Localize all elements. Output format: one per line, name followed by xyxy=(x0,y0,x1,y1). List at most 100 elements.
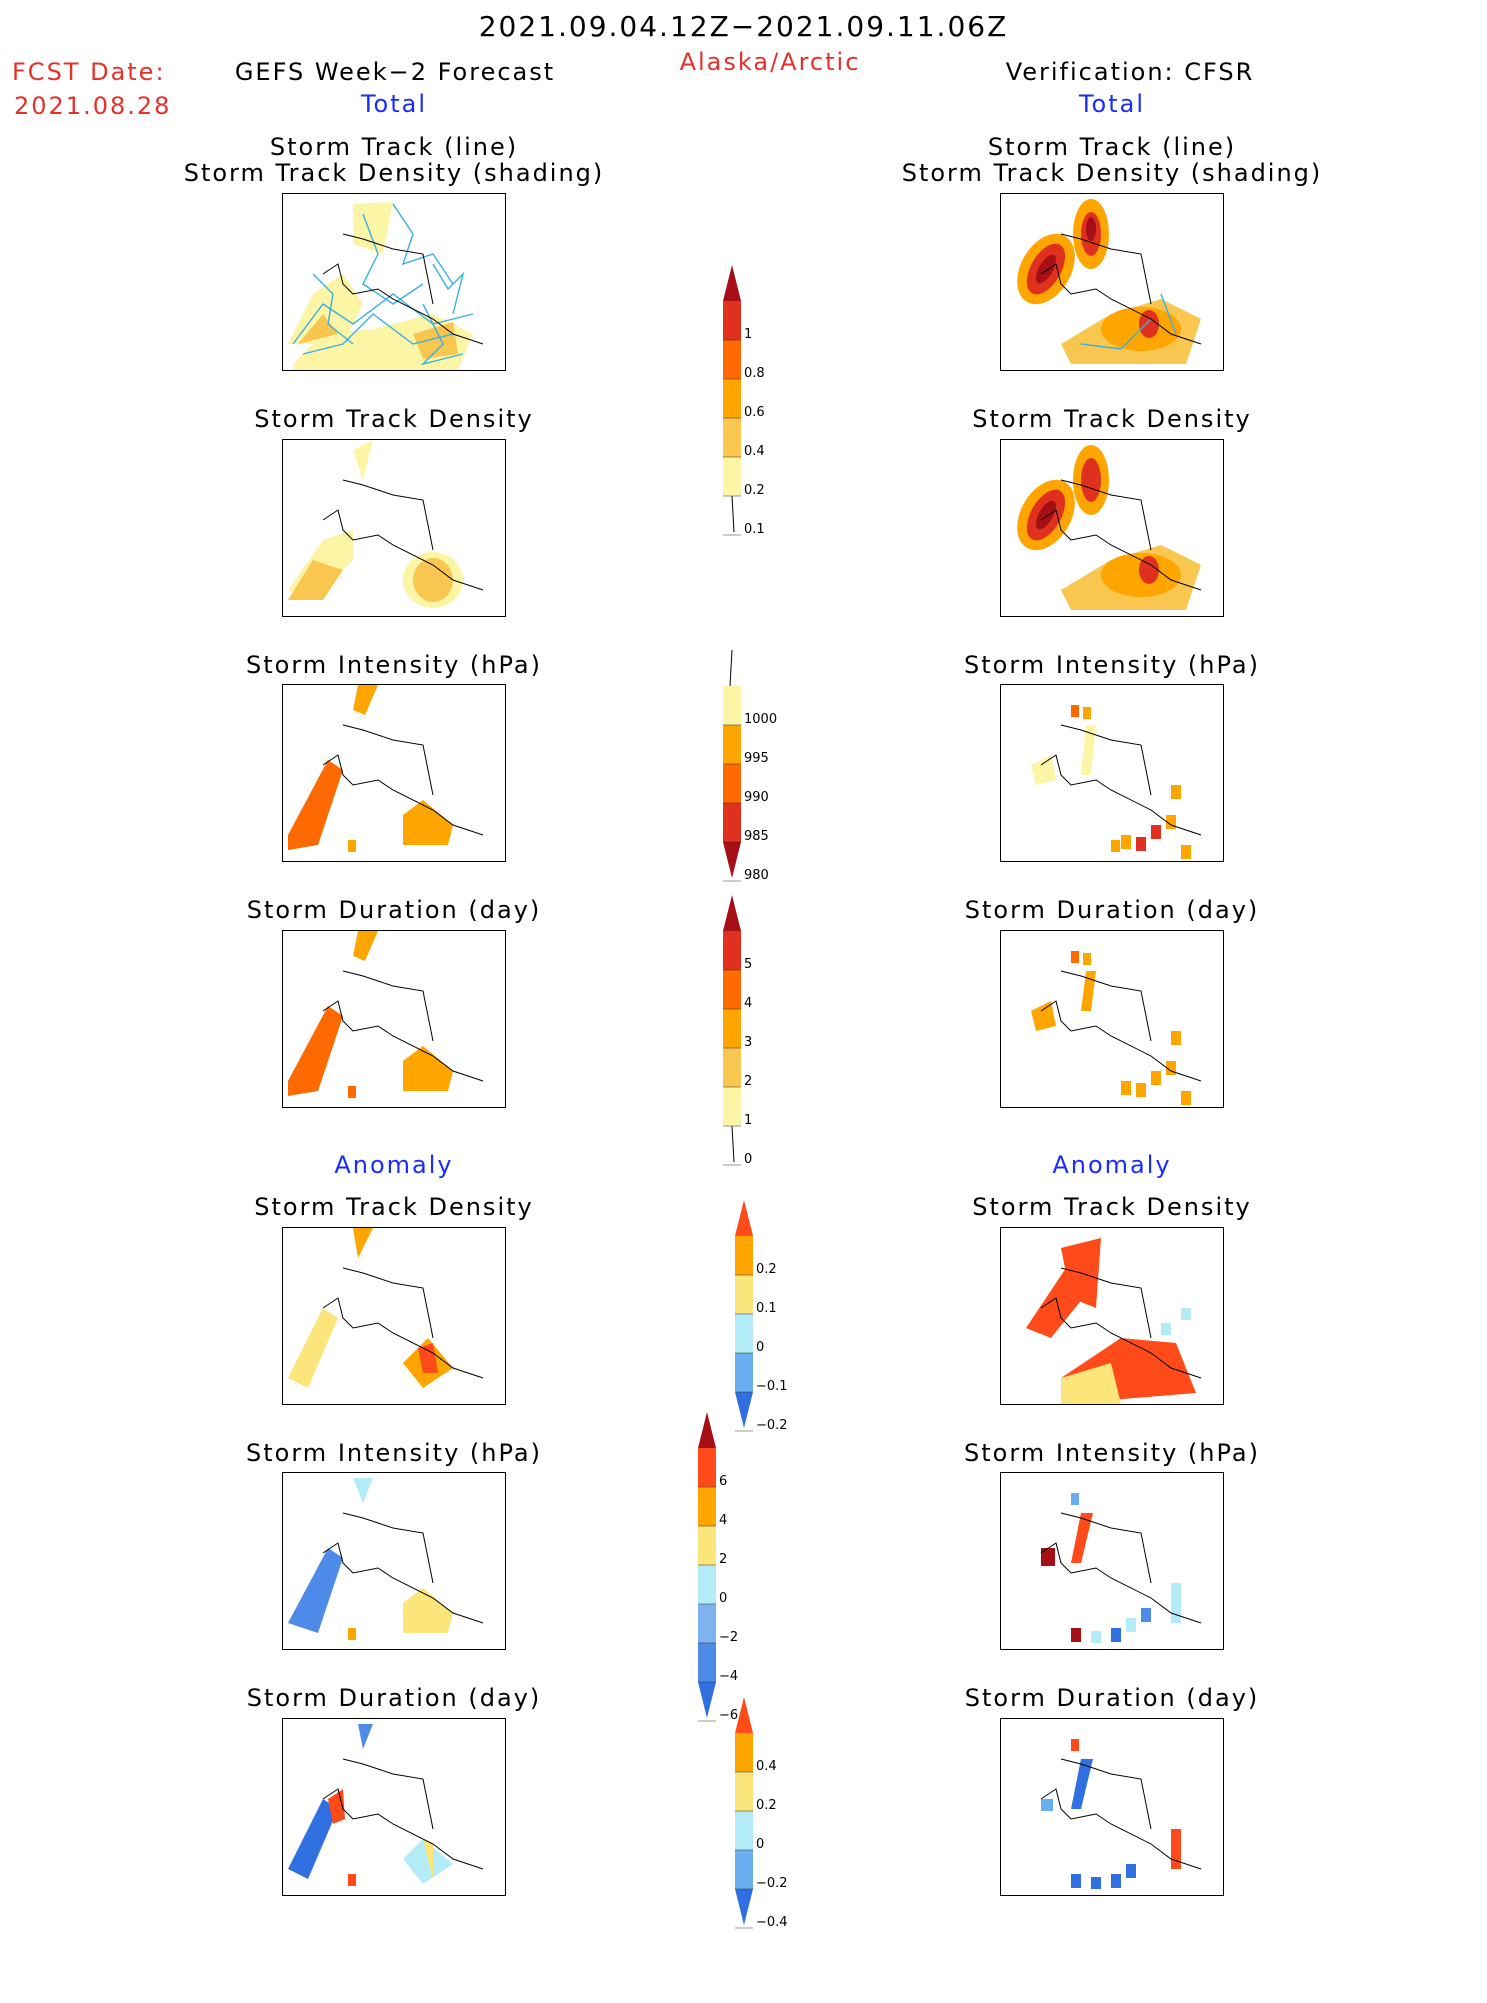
colorbar-label: 0.1 xyxy=(744,522,765,537)
colorbar-swatch xyxy=(735,1275,753,1314)
colorbar-label: 0 xyxy=(744,1152,752,1167)
colorbar-label: 0.2 xyxy=(744,483,765,498)
colorbar-label: 4 xyxy=(719,1513,727,1528)
valid-period: 2021.09.04.12Z−2021.09.11.06Z xyxy=(478,10,1009,43)
colorbar-intensity-total: 1000 995 990 985 980 xyxy=(723,649,803,917)
colorbar-label: 5 xyxy=(744,957,752,972)
colorbar-swatch xyxy=(723,1009,741,1048)
colorbar-label: 0.4 xyxy=(756,1759,777,1774)
colorbar-swatch xyxy=(723,686,741,725)
colorbar-swatch xyxy=(735,1811,753,1850)
colorbar-label: 0.1 xyxy=(756,1301,777,1316)
right-duration-map xyxy=(1000,930,1224,1108)
left-track-density-shading-title: Storm Track Density (shading) xyxy=(183,159,605,187)
colorbar-swatch xyxy=(723,340,741,379)
colorbar-label: 2 xyxy=(744,1074,752,1089)
colorbar-swatch xyxy=(723,803,741,842)
verification-title: Verification: CFSR xyxy=(1005,58,1255,86)
colorbar-bottom-line xyxy=(731,495,735,533)
right-anom-duration-map xyxy=(1000,1718,1224,1896)
colorbar-label: 3 xyxy=(744,1035,752,1050)
right-anom-intensity-title: Storm Intensity (hPa) xyxy=(964,1439,1260,1467)
left-density-title: Storm Track Density xyxy=(254,405,534,433)
colorbar-label: −0.2 xyxy=(756,1876,788,1891)
colorbar-label: −0.4 xyxy=(756,1915,788,1930)
right-density-map xyxy=(1000,439,1224,617)
colorbar-label: 0.2 xyxy=(756,1798,777,1813)
colorbar-swatch xyxy=(723,725,741,764)
colorbar-swatch xyxy=(735,1850,753,1889)
colorbar-swatch xyxy=(723,931,741,970)
colorbar-label: 985 xyxy=(744,829,769,844)
colorbar-duration-total: 5 4 3 2 1 0 xyxy=(723,895,803,1201)
right-anom-intensity-map xyxy=(1000,1472,1224,1650)
colorbar-swatch xyxy=(698,1487,716,1526)
colorbar-swatch xyxy=(723,764,741,803)
colorbar-label: 990 xyxy=(744,790,769,805)
right-intensity-map xyxy=(1000,684,1224,862)
left-anom-density-title: Storm Track Density xyxy=(254,1193,534,1221)
colorbar-label: 1 xyxy=(744,1113,752,1128)
left-anom-intensity-map xyxy=(282,1472,506,1650)
colorbar-bottom-line xyxy=(731,1125,735,1163)
left-duration-title: Storm Duration (day) xyxy=(246,896,542,924)
right-track-map xyxy=(1000,193,1224,371)
colorbar-label: −6 xyxy=(719,1708,738,1723)
colorbar-swatch xyxy=(723,457,741,496)
left-intensity-title: Storm Intensity (hPa) xyxy=(246,651,542,679)
right-density-title: Storm Track Density xyxy=(972,405,1252,433)
colorbar-label: 1 xyxy=(744,327,752,342)
colorbar-duration-anom: 0.4 0.2 0 −0.2 −0.4 xyxy=(735,1697,815,2003)
fcst-date-value: 2021.08.28 xyxy=(14,92,172,120)
colorbar-bottom-arrow xyxy=(735,1392,753,1428)
colorbar-label: 1000 xyxy=(744,712,777,727)
colorbar-label: −2 xyxy=(719,1630,738,1645)
colorbar-label: 0 xyxy=(756,1340,764,1355)
left-anom-duration-title: Storm Duration (day) xyxy=(246,1684,542,1712)
colorbar-swatch xyxy=(698,1526,716,1565)
colorbar-top-arrow xyxy=(723,265,741,301)
colorbar-swatch xyxy=(698,1604,716,1643)
colorbar-label: −0.2 xyxy=(756,1418,788,1433)
colorbar-swatch xyxy=(723,301,741,340)
colorbar-label: 4 xyxy=(744,996,752,1011)
colorbar-swatch xyxy=(735,1772,753,1811)
colorbar-swatch xyxy=(723,1048,741,1087)
right-anom-density-map xyxy=(1000,1227,1224,1405)
left-anomaly-label: Anomaly xyxy=(334,1151,454,1179)
colorbar-label: 6 xyxy=(719,1474,727,1489)
colorbar-label: 0 xyxy=(719,1591,727,1606)
right-intensity-title: Storm Intensity (hPa) xyxy=(964,651,1260,679)
colorbar-swatch xyxy=(723,379,741,418)
colorbar-density-anom: 0.2 0.1 0 −0.1 −0.2 xyxy=(735,1200,815,1506)
colorbar-label: −0.1 xyxy=(756,1379,788,1394)
colorbar-label: 0.4 xyxy=(744,444,765,459)
colorbar-swatch xyxy=(723,970,741,1009)
colorbar-label: 0 xyxy=(756,1837,764,1852)
colorbar-swatch xyxy=(735,1236,753,1275)
left-intensity-map xyxy=(282,684,506,862)
right-anom-density-title: Storm Track Density xyxy=(972,1193,1252,1221)
colorbar-label: 0.2 xyxy=(756,1262,777,1277)
left-density-map xyxy=(282,439,506,617)
colorbar-swatch xyxy=(735,1353,753,1392)
left-anom-duration-map xyxy=(282,1718,506,1896)
colorbar-bottom-arrow xyxy=(723,842,741,878)
left-duration-map xyxy=(282,930,506,1108)
right-anom-duration-title: Storm Duration (day) xyxy=(964,1684,1260,1712)
colorbar-swatch xyxy=(735,1733,753,1772)
forecast-model-title: GEFS Week−2 Forecast xyxy=(234,58,556,86)
colorbar-swatch xyxy=(698,1448,716,1487)
right-duration-title: Storm Duration (day) xyxy=(964,896,1260,924)
colorbar-swatch xyxy=(735,1314,753,1353)
region-title: Alaska/Arctic xyxy=(679,48,861,76)
right-track-density-shading-title: Storm Track Density (shading) xyxy=(901,159,1323,187)
right-track-line-title: Storm Track (line) xyxy=(987,133,1237,161)
storm-track-lines xyxy=(292,203,474,366)
left-anom-density-map xyxy=(282,1227,506,1405)
colorbar-density-total: 1 0.8 0.6 0.4 0.2 0.1 xyxy=(723,265,803,571)
left-anom-intensity-title: Storm Intensity (hPa) xyxy=(246,1439,542,1467)
colorbar-top-arrow xyxy=(735,1200,753,1236)
fcst-date-label: FCST Date: xyxy=(12,58,166,86)
colorbar-top-line xyxy=(729,649,733,687)
